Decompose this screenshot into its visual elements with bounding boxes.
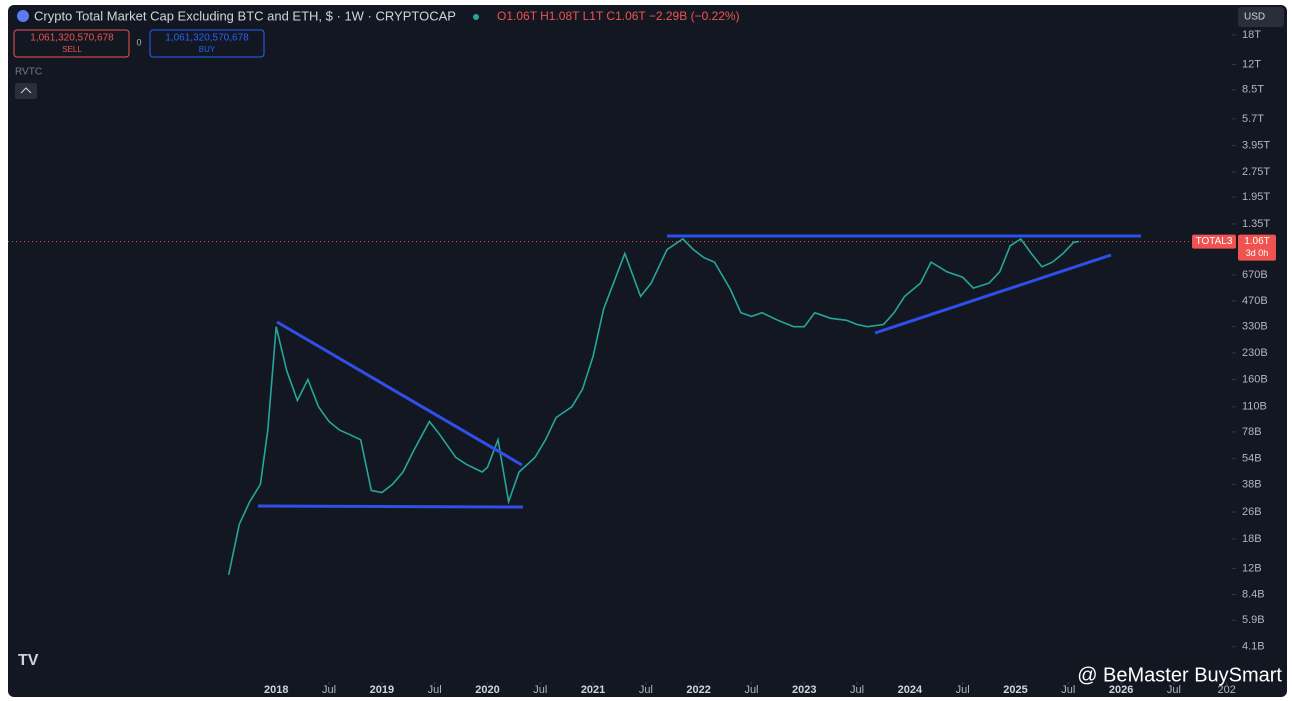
y-tick-label: 2.75T <box>1242 166 1270 178</box>
support-line <box>257 504 524 509</box>
y-tick-label: 5.7T <box>1242 113 1264 125</box>
symbol-icon <box>17 10 29 22</box>
collapse-button[interactable] <box>15 83 37 99</box>
y-tick-label: 78B <box>1242 426 1262 438</box>
x-tick-label: Jul <box>956 684 970 696</box>
last-price-label: 1.06T <box>1244 236 1270 247</box>
x-tick-label: 2020 <box>475 684 499 696</box>
currency-button[interactable] <box>1238 7 1284 27</box>
x-tick-label: Jul <box>428 684 442 696</box>
y-tick-label: 26B <box>1242 506 1262 518</box>
y-tick-label: 5.9B <box>1242 614 1265 626</box>
resistance-line <box>276 320 523 467</box>
indicator-label: RVTC <box>15 67 42 78</box>
spread: 0 <box>136 37 141 47</box>
support-line <box>874 253 1112 335</box>
y-tick-label: 54B <box>1242 453 1262 465</box>
y-tick-label: 1.95T <box>1242 191 1270 203</box>
logo: TV <box>18 652 39 669</box>
price-tag <box>1238 234 1276 261</box>
x-tick-label: Jul <box>322 684 336 696</box>
plot: 18T 12T 8.5T 5.7T 3.95T 2.75T 1.95T 1.35T 670B 47… <box>8 29 1276 696</box>
currency: USD <box>1244 12 1265 23</box>
status-dot <box>473 14 479 20</box>
x-tick-label: 2018 <box>264 684 288 696</box>
x-tick-label: Jul <box>744 684 758 696</box>
sell-price: 1,061,320,570,678 <box>30 33 114 44</box>
ohlc: O1.06T H1.08T L1T C1.06T −2.29B (−0.22%) <box>497 9 740 23</box>
x-tick-label: Jul <box>1167 684 1181 696</box>
y-tick-label: 230B <box>1242 347 1268 359</box>
symbol-tag <box>1192 234 1236 249</box>
x-tick-label: Jul <box>1061 684 1075 696</box>
watermark: @ BeMaster BuySmart <box>1077 664 1282 686</box>
y-tick-label: 160B <box>1242 373 1268 385</box>
chart-background <box>8 5 1287 697</box>
price-line <box>227 237 1080 575</box>
y-tick-label: 8.5T <box>1242 84 1264 96</box>
y-tick-label: 18B <box>1242 533 1262 545</box>
y-tick-label: 670B <box>1242 269 1268 281</box>
y-tick-label: 38B <box>1242 478 1262 490</box>
y-tick-label: 12T <box>1242 58 1261 70</box>
sell-label: SELL <box>62 45 82 54</box>
y-tick-label: 1.35T <box>1242 218 1270 230</box>
x-tick-label: 2021 <box>581 684 605 696</box>
x-tick-label: 2024 <box>898 684 923 696</box>
x-tick-label: 2019 <box>370 684 394 696</box>
x-tick-label: 2022 <box>686 684 710 696</box>
countdown: 3d 0h <box>1246 248 1269 258</box>
buy-button[interactable] <box>149 29 265 58</box>
y-tick-label: 8.4B <box>1242 588 1265 600</box>
buy-price: 1,061,320,570,678 <box>165 33 249 44</box>
y-tick-label: 4.1B <box>1242 641 1265 653</box>
x-tick-label: 2023 <box>792 684 816 696</box>
x-tick-label: Jul <box>639 684 653 696</box>
y-tick-label: 3.95T <box>1242 140 1270 152</box>
collapse-icon <box>20 87 32 94</box>
x-tick-label: Jul <box>850 684 864 696</box>
buy-label: BUY <box>199 45 216 54</box>
x-tick-label: Jul <box>533 684 547 696</box>
sell-button[interactable] <box>13 29 130 58</box>
y-tick-label: 470B <box>1242 295 1268 307</box>
chart-title: Crypto Total Market Cap Excluding BTC an… <box>34 8 456 23</box>
y-tick-label: 18T <box>1242 29 1261 41</box>
y-tick-label: 110B <box>1242 401 1267 413</box>
y-tick-label: 330B <box>1242 321 1268 333</box>
symbol-label: TOTAL3 <box>1196 236 1233 247</box>
x-tick-label: 202 <box>1218 684 1236 696</box>
x-tick-label: 2026 <box>1109 684 1133 696</box>
x-tick-label: 2025 <box>1003 684 1027 696</box>
y-tick-label: 12B <box>1242 562 1262 574</box>
